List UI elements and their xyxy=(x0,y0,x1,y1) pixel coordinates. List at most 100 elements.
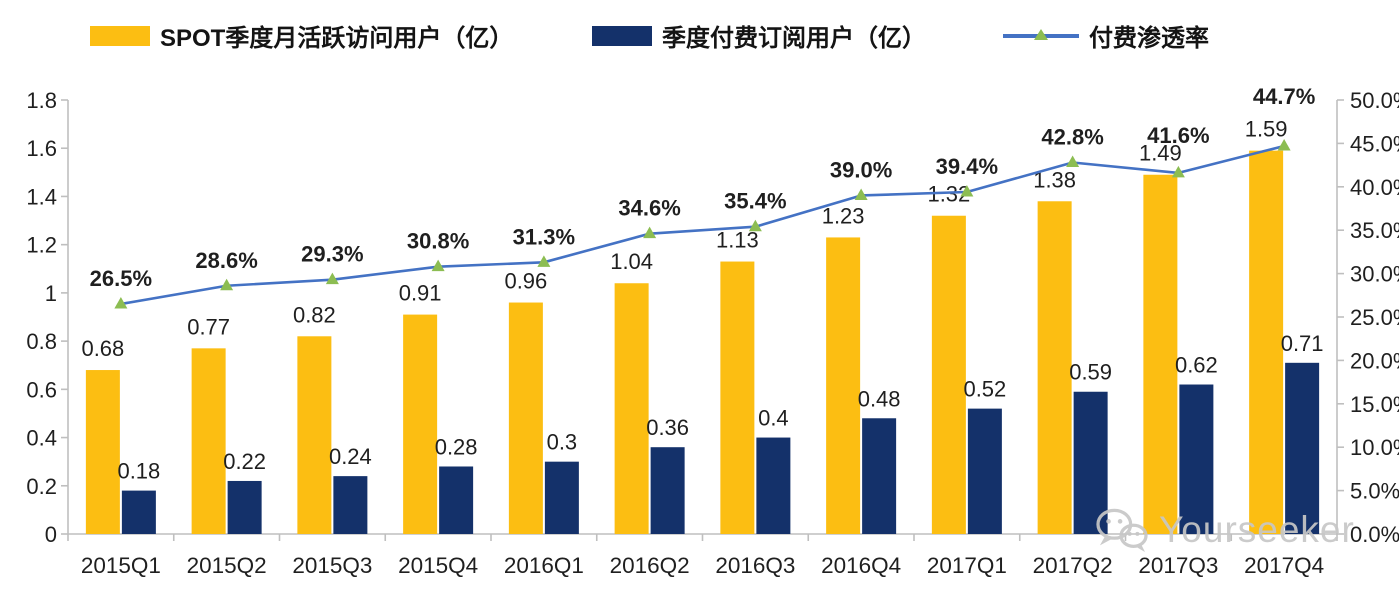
x-axis-label: 2017Q2 xyxy=(1033,553,1113,578)
mau-value-label: 1.59 xyxy=(1245,117,1288,142)
right-axis-tick-label: 40.0% xyxy=(1350,175,1399,200)
paid-value-label: 0.71 xyxy=(1281,331,1324,356)
mau-swatch-rect xyxy=(90,25,150,46)
paid-value-label: 0.18 xyxy=(117,459,160,484)
penetration-value-label: 26.5% xyxy=(90,266,152,291)
penetration-marker xyxy=(1171,165,1185,178)
paid-bar xyxy=(1073,391,1108,534)
paid-bar xyxy=(1285,362,1320,534)
right-axis-tick-label: 10.0% xyxy=(1350,435,1399,460)
penetration-value-label: 39.0% xyxy=(830,157,892,182)
paid-bar xyxy=(227,480,262,534)
paid-bar xyxy=(756,437,791,534)
mau-bar xyxy=(1143,174,1178,534)
penetration-value-label: 39.4% xyxy=(936,154,998,179)
mau-value-label: 0.91 xyxy=(399,281,442,306)
penetration-value-label: 35.4% xyxy=(724,189,786,214)
left-axis-tick-label: 1.8 xyxy=(26,88,57,113)
paid-value-label: 0.59 xyxy=(1069,360,1112,385)
penetration-value-label: 41.6% xyxy=(1147,123,1209,148)
paid-value-label: 0.3 xyxy=(547,430,578,455)
mau-bar xyxy=(1249,150,1284,534)
mau-value-label: 1.13 xyxy=(716,228,759,253)
left-axis-tick-label: 1 xyxy=(45,281,57,306)
penetration-marker xyxy=(748,219,762,232)
legend-label-paid: 季度付费订阅用户（亿） xyxy=(662,25,926,52)
left-axis-tick-label: 0.6 xyxy=(26,377,57,402)
mau-bar xyxy=(297,336,332,534)
penetration-marker xyxy=(114,296,128,309)
legend-item-penetration: 付费渗透率 xyxy=(1003,18,1209,53)
x-axis-label: 2017Q1 xyxy=(927,553,1007,578)
penetration-value-label: 30.8% xyxy=(407,229,469,254)
mau-value-label: 1.04 xyxy=(610,249,653,274)
penetration-value-label: 28.6% xyxy=(195,248,257,273)
right-axis-tick-label: 5.0% xyxy=(1350,479,1399,504)
x-axis-label: 2016Q2 xyxy=(610,553,690,578)
left-axis-tick-label: 1.4 xyxy=(26,184,57,209)
penetration-marker xyxy=(854,188,868,200)
right-axis-tick-label: 45.0% xyxy=(1350,131,1399,156)
penetration-value-label: 34.6% xyxy=(618,196,680,221)
left-axis-tick-label: 0.4 xyxy=(26,426,57,451)
paid-value-label: 0.24 xyxy=(329,444,372,469)
mau-bar xyxy=(508,302,543,534)
mau-value-label: 0.77 xyxy=(187,314,230,339)
right-axis-tick-label: 25.0% xyxy=(1350,305,1399,330)
paid-bar xyxy=(967,408,1002,534)
penetration-marker xyxy=(1277,139,1291,151)
right-axis-tick-label: 20.0% xyxy=(1350,348,1399,373)
mau-legend-swatch xyxy=(90,25,150,46)
legend-item-mau: SPOT季度月活跃访问用户（亿） xyxy=(90,18,513,53)
x-axis-label: 2016Q3 xyxy=(715,553,795,578)
mau-bar xyxy=(614,283,649,534)
paid-value-label: 0.22 xyxy=(223,449,266,474)
penetration-marker xyxy=(1066,155,1080,167)
mau-bar xyxy=(191,348,226,534)
paid-legend-swatch xyxy=(592,25,652,46)
x-axis-label: 2015Q4 xyxy=(398,553,478,578)
penetration-value-label: 44.7% xyxy=(1253,84,1315,109)
penetration-marker xyxy=(220,278,234,291)
mau-bar xyxy=(85,370,120,534)
x-axis-label: 2017Q3 xyxy=(1138,553,1218,578)
x-axis-label: 2016Q4 xyxy=(821,553,901,578)
left-axis-tick-label: 0 xyxy=(45,522,57,547)
paid-bar xyxy=(1179,384,1214,534)
right-axis-tick-label: 50.0% xyxy=(1350,88,1399,113)
mau-value-label: 0.82 xyxy=(293,302,336,327)
paid-value-label: 0.28 xyxy=(435,434,478,459)
paid-bar xyxy=(544,461,579,534)
legend-label-mau: SPOT季度月活跃访问用户（亿） xyxy=(160,25,514,52)
paid-value-label: 0.36 xyxy=(646,415,689,440)
right-axis-tick-label: 0.0% xyxy=(1350,522,1399,547)
penetration-marker xyxy=(960,185,974,197)
x-axis-label: 2015Q2 xyxy=(187,553,267,578)
paid-value-label: 0.52 xyxy=(963,377,1006,402)
legend-item-paid: 季度付费订阅用户（亿） xyxy=(592,18,926,53)
paid-bar xyxy=(333,476,368,534)
legend-triangle-icon xyxy=(1034,28,1048,40)
penetration-value-label: 29.3% xyxy=(301,242,363,267)
penetration-value-label: 42.8% xyxy=(1041,124,1103,149)
penetration-marker xyxy=(537,255,551,267)
paid-swatch-rect xyxy=(592,25,652,46)
x-axis-label: 2015Q1 xyxy=(81,553,161,578)
mau-bar xyxy=(403,314,438,534)
left-axis-tick-label: 1.2 xyxy=(26,233,57,258)
paid-bar xyxy=(862,418,897,534)
penetration-marker xyxy=(325,272,339,285)
left-axis-tick-label: 0.8 xyxy=(26,329,57,354)
x-axis-label: 2017Q4 xyxy=(1244,553,1324,578)
right-axis-tick-label: 30.0% xyxy=(1350,262,1399,287)
left-axis-tick-label: 0.2 xyxy=(26,474,57,499)
mau-bar xyxy=(1037,201,1072,534)
legend-label-penetration: 付费渗透率 xyxy=(1089,25,1209,52)
paid-value-label: 0.4 xyxy=(758,406,789,431)
mau-value-label: 0.68 xyxy=(81,336,124,361)
penetration-line xyxy=(120,144,1285,306)
penetration-value-label: 31.3% xyxy=(513,224,575,249)
paid-bar xyxy=(650,447,685,534)
